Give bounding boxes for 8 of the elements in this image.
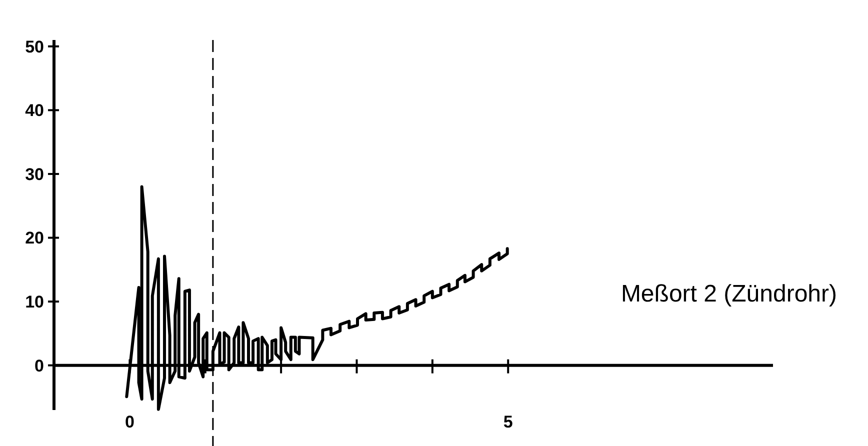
x-tick-label: 5 <box>503 412 513 432</box>
y-tick-label: 10 <box>25 292 44 312</box>
y-tick-label: 0 <box>34 356 44 376</box>
y-tick-label: 30 <box>25 164 44 184</box>
y-tick-label: 50 <box>25 37 44 56</box>
y-tick-label: 40 <box>25 101 44 120</box>
y-tick-label: 20 <box>25 228 44 248</box>
annotation: Meßort 2 (Zündrohr) <box>620 280 837 308</box>
